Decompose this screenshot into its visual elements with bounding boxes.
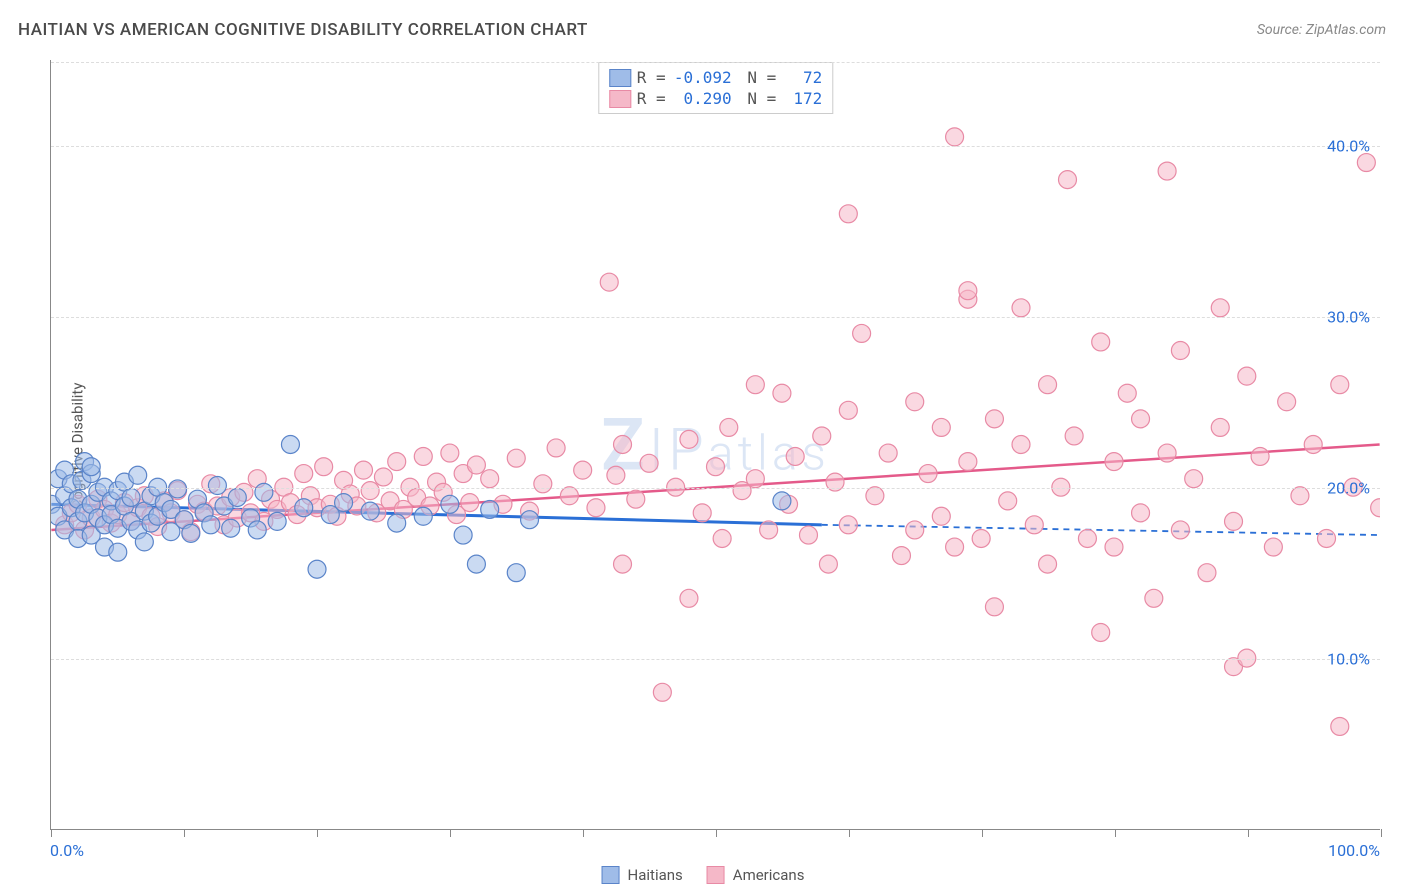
legend-label-haitians: Haitians [628,866,683,884]
x-tick [1381,829,1382,837]
x-tick [450,829,451,837]
correlation-legend: R = -0.092 N = 72 R = 0.290 N = 172 [598,62,833,114]
legend-r-label: R = [637,89,666,108]
x-tick [1248,829,1249,837]
legend-item-americans: Americans [707,866,805,884]
gridline [51,488,1380,489]
y-tick-label: 30.0% [1327,307,1370,326]
legend-swatch-americans [609,90,631,108]
legend-r-americans: 0.290 [672,89,732,108]
x-tick [184,829,185,837]
gridline [51,62,1380,63]
plot-area: ZIPatlas R = -0.092 N = 72 R = 0.290 N =… [50,60,1380,830]
x-tick [1115,829,1116,837]
x-tick [716,829,717,837]
legend-label-americans: Americans [733,866,805,884]
x-tick [849,829,850,837]
x-tick [982,829,983,837]
y-tick-label: 10.0% [1327,649,1370,668]
legend-n-haitians: 72 [782,68,822,87]
legend-n-label: N = [738,68,777,87]
legend-row-haitians: R = -0.092 N = 72 [609,67,822,88]
x-tick [583,829,584,837]
legend-n-label: N = [738,89,777,108]
legend-n-americans: 172 [782,89,822,108]
watermark: ZIPatlas [601,402,830,487]
chart-title: HAITIAN VS AMERICAN COGNITIVE DISABILITY… [18,20,588,40]
x-tick-label: 100.0% [1328,841,1380,860]
gridline [51,317,1380,318]
legend-row-americans: R = 0.290 N = 172 [609,88,822,109]
scatter-points [51,60,1380,829]
legend-swatch-icon [707,866,725,884]
trend-lines [51,60,1380,829]
series-legend: Haitians Americans [602,866,805,884]
gridline [51,146,1380,147]
x-tick [51,829,52,837]
x-tick [317,829,318,837]
legend-swatch-haitians [609,69,631,87]
source-label: Source: ZipAtlas.com [1257,22,1386,38]
x-tick-label: 0.0% [50,841,84,860]
legend-swatch-icon [602,866,620,884]
gridline [51,659,1380,660]
legend-item-haitians: Haitians [602,866,683,884]
legend-r-haitians: -0.092 [672,68,732,87]
y-tick-label: 40.0% [1327,136,1370,155]
y-tick-label: 20.0% [1327,478,1370,497]
legend-r-label: R = [637,68,666,87]
